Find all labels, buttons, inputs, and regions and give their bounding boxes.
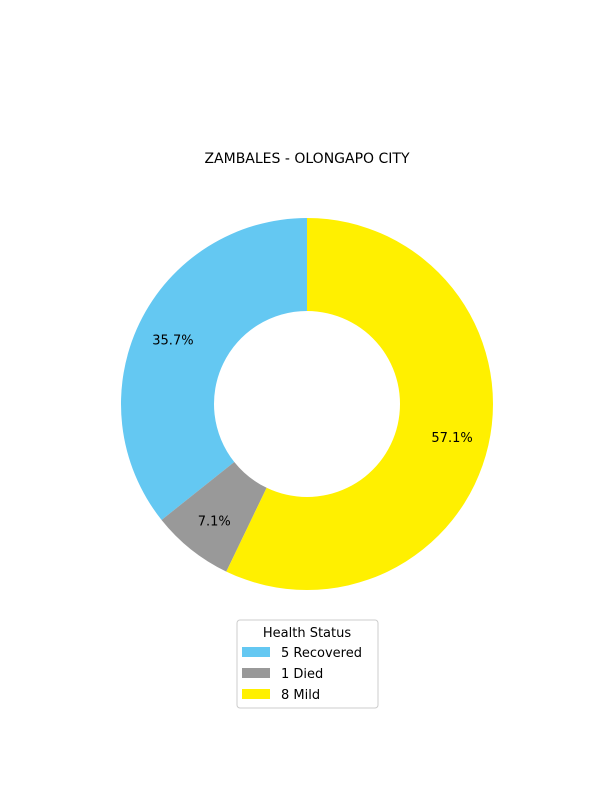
legend: Health Status 5 Recovered 1 Died 8 Mild [236,619,379,709]
legend-swatch-mild [242,689,270,699]
slice-group [120,218,494,590]
legend-swatch-died [242,668,270,678]
percent-label-died: 7.1% [198,514,231,529]
chart-title: ZAMBALES - OLONGAPO CITY [204,151,410,167]
legend-swatch-recovered [242,647,270,657]
legend-entries: 5 Recovered 1 Died 8 Mild [242,646,362,703]
legend-label-mild: 8 Mild [281,688,320,703]
percent-label-group: 35.7% 7.1% 57.1% [152,333,472,529]
slice-mild [226,218,494,590]
legend-label-recovered: 5 Recovered [281,646,362,661]
slice-died [161,461,267,572]
legend-frame [236,619,379,709]
percent-label-recovered: 35.7% [152,333,193,348]
legend-title: Health Status [263,626,351,641]
legend-label-died: 1 Died [281,667,323,682]
percent-label-mild: 57.1% [431,431,472,446]
slice-recovered [120,218,307,520]
